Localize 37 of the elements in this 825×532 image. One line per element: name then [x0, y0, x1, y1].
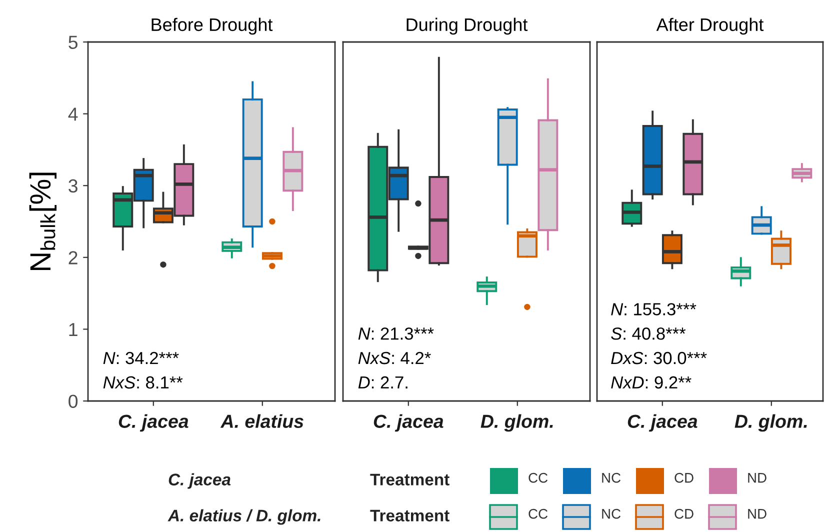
annotation: N: 21.3*** [358, 327, 434, 340]
legend-label: CC [528, 508, 548, 519]
chart-title: During Drought [406, 18, 528, 35]
chart-title: After Drought [656, 18, 764, 35]
annotation: NxS: 8.1** [103, 376, 183, 389]
x-tick-label: C. jacea [628, 414, 698, 432]
text: A. elatius / D. glom. [168, 509, 320, 525]
legend-label: ND [748, 473, 766, 483]
annotation: DxS: 30.0*** [611, 352, 707, 364]
x-tick-label: D. glom. [734, 414, 807, 432]
y-tick-label: 3 [68, 179, 78, 193]
annotation: NxS: 4.2* [358, 352, 431, 364]
y-tick-label: 5 [68, 36, 78, 49]
y-tick-label: 0 [68, 394, 78, 408]
x-tick-label: A. elatius [220, 414, 304, 428]
x-tick-label: D. glom. [480, 414, 553, 432]
y-tick-label: 1 [69, 323, 78, 336]
annotation: N: 155.3*** [611, 303, 696, 316]
y-tick-label: 2 [68, 251, 78, 264]
x-tick-label: C. jacea [118, 414, 188, 432]
annotation: S: 40.8*** [611, 327, 686, 340]
legend-label: CD [674, 508, 694, 519]
chart-title: Before Drought [152, 18, 273, 35]
annotation: NxD: 9.2** [611, 376, 692, 389]
text: C. jacea [168, 473, 231, 489]
legend-label: NC [602, 472, 621, 483]
annotation: N: 34.2*** [103, 352, 179, 364]
legend-label: ND [748, 509, 766, 519]
y-tick-label: 4 [68, 108, 78, 121]
legend-label: NC [602, 508, 621, 519]
legend-label: CC [528, 472, 548, 483]
legend-label: CD [674, 472, 694, 483]
x-tick-label: C. jacea [374, 414, 444, 432]
y-axis-title: N$_{bulk}$[%] [29, 172, 57, 270]
legend-title: Treatment [370, 474, 450, 486]
annotation: D: 2.7. [358, 376, 408, 388]
legend-title: Treatment [370, 510, 450, 522]
